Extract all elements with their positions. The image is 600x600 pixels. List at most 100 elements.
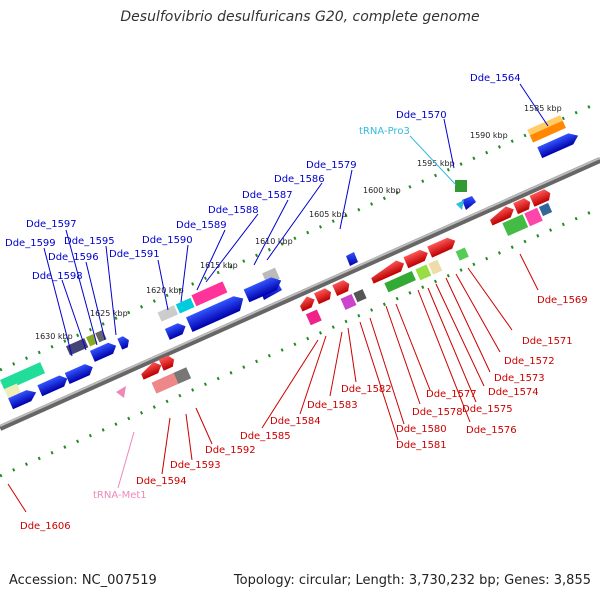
scale-tick-1630: 1630 kbp (35, 332, 73, 341)
gene-arrow[interactable] (314, 287, 333, 305)
gene-arrow[interactable] (298, 294, 317, 312)
gene-arrow[interactable] (158, 354, 177, 371)
gene-label-dde-1594[interactable]: Dde_1594 (136, 476, 187, 487)
leader-line (253, 199, 289, 266)
gene-arrow[interactable] (513, 197, 532, 215)
gene-box[interactable] (428, 259, 443, 275)
gene-arrow[interactable] (117, 335, 131, 350)
gene-label-dde-1596[interactable]: Dde_1596 (48, 252, 99, 263)
gene-arrow[interactable] (427, 235, 457, 258)
gene-label-dde-1590[interactable]: Dde_1590 (142, 235, 193, 246)
gene-arrow[interactable] (529, 188, 553, 207)
gene-box[interactable] (305, 309, 322, 326)
gene-label-dde-1587[interactable]: Dde_1587 (242, 190, 293, 201)
gene-box[interactable] (175, 297, 195, 314)
gene-label-dde-1588[interactable]: Dde_1588 (208, 205, 259, 216)
leader-line (427, 287, 477, 403)
gene-label-trna-met1[interactable]: tRNA-Met1 (93, 490, 147, 501)
gene-arrow[interactable] (64, 362, 95, 385)
gene-box[interactable] (527, 115, 563, 136)
gene-label-dde-1578[interactable]: Dde_1578 (412, 407, 463, 418)
gene-arrow[interactable] (403, 247, 430, 269)
gene-box[interactable] (455, 180, 467, 192)
gene-arrow[interactable] (369, 258, 407, 284)
gene-box[interactable] (157, 305, 179, 322)
gene-box[interactable] (95, 329, 107, 343)
gene-label-dde-1575[interactable]: Dde_1575 (462, 404, 513, 415)
gene-arrow[interactable] (139, 360, 164, 380)
gene-arrow[interactable] (488, 204, 517, 226)
leader-line (61, 279, 87, 351)
gene-box[interactable] (538, 202, 553, 217)
gene-label-dde-1599[interactable]: Dde_1599 (5, 238, 56, 249)
gene-box[interactable] (502, 214, 529, 237)
gene-box[interactable] (173, 367, 192, 384)
gene-label-dde-1606[interactable]: Dde_1606 (20, 521, 71, 532)
gene-label-dde-1572[interactable]: Dde_1572 (504, 356, 555, 367)
gene-label-trna-pro3[interactable]: tRNA-Pro3 (359, 126, 410, 137)
leader-line (467, 267, 513, 331)
gene-label-dde-1593[interactable]: Dde_1593 (170, 460, 221, 471)
gene-label-dde-1583[interactable]: Dde_1583 (307, 400, 358, 411)
leader-line (157, 259, 169, 311)
gene-box[interactable] (529, 120, 566, 143)
gene-arrow[interactable] (332, 279, 351, 297)
gene-arrow[interactable] (37, 373, 69, 397)
trna-met1-marker[interactable] (116, 386, 126, 398)
leader-line (266, 182, 323, 261)
gene-box[interactable] (353, 289, 367, 303)
gene-box[interactable] (65, 338, 89, 356)
gene-box[interactable] (384, 271, 416, 293)
gene-arrow[interactable] (346, 252, 358, 266)
gene-box[interactable] (151, 372, 179, 394)
gene-arrow[interactable] (537, 130, 580, 159)
leader-line (7, 483, 27, 513)
gene-arrow[interactable] (243, 274, 284, 303)
trna-pro3-marker[interactable] (456, 200, 464, 210)
gene-label-dde-1577[interactable]: Dde_1577 (426, 389, 477, 400)
leader-line (395, 303, 431, 391)
gene-arrow[interactable] (164, 321, 188, 340)
gene-box[interactable] (455, 247, 469, 261)
leader-line (261, 339, 319, 429)
gene-label-dde-1589[interactable]: Dde_1589 (176, 220, 227, 231)
genome-backbone (0, 157, 600, 431)
gene-label-dde-1592[interactable]: Dde_1592 (205, 445, 256, 456)
gene-label-dde-1598[interactable]: Dde_1598 (32, 271, 83, 282)
gene-label-dde-1574[interactable]: Dde_1574 (488, 387, 539, 398)
gene-box[interactable] (340, 293, 357, 310)
gene-label-dde-1584[interactable]: Dde_1584 (270, 416, 321, 427)
gene-arrow[interactable] (8, 387, 38, 410)
leader-line (205, 213, 259, 283)
gene-label-dde-1597[interactable]: Dde_1597 (26, 219, 77, 230)
scale-tick-1605: 1605 kbp (309, 210, 347, 219)
gene-arrow[interactable] (89, 340, 119, 362)
leader-line (385, 305, 421, 405)
gene-label-dde-1581[interactable]: Dde_1581 (396, 440, 447, 451)
gene-box[interactable] (191, 281, 228, 307)
gene-arrow[interactable] (462, 196, 476, 210)
gene-box[interactable] (415, 264, 432, 281)
gene-box[interactable] (0, 362, 46, 391)
gene-label-dde-1573[interactable]: Dde_1573 (494, 373, 545, 384)
scale-tick-1600: 1600 kbp (363, 186, 401, 195)
gene-box[interactable] (4, 383, 21, 399)
gene-label-dde-1595[interactable]: Dde_1595 (64, 236, 115, 247)
gene-box[interactable] (524, 207, 543, 227)
gene-label-dde-1564[interactable]: Dde_1564 (470, 73, 521, 84)
gene-label-dde-1569[interactable]: Dde_1569 (537, 295, 588, 306)
leader-line (445, 277, 491, 373)
gene-arrow[interactable] (185, 293, 247, 332)
gene-label-dde-1591[interactable]: Dde_1591 (109, 249, 160, 260)
leader-line (105, 245, 117, 336)
gene-label-dde-1576[interactable]: Dde_1576 (466, 425, 517, 436)
leader-line (195, 407, 213, 445)
gene-label-dde-1585[interactable]: Dde_1585 (240, 431, 291, 442)
gene-label-dde-1582[interactable]: Dde_1582 (341, 384, 392, 395)
gene-label-dde-1570[interactable]: Dde_1570 (396, 110, 447, 121)
gene-label-dde-1580[interactable]: Dde_1580 (396, 424, 447, 435)
gene-label-dde-1579[interactable]: Dde_1579 (306, 160, 357, 171)
gene-label-dde-1586[interactable]: Dde_1586 (274, 174, 325, 185)
gene-label-dde-1571[interactable]: Dde_1571 (522, 336, 573, 347)
